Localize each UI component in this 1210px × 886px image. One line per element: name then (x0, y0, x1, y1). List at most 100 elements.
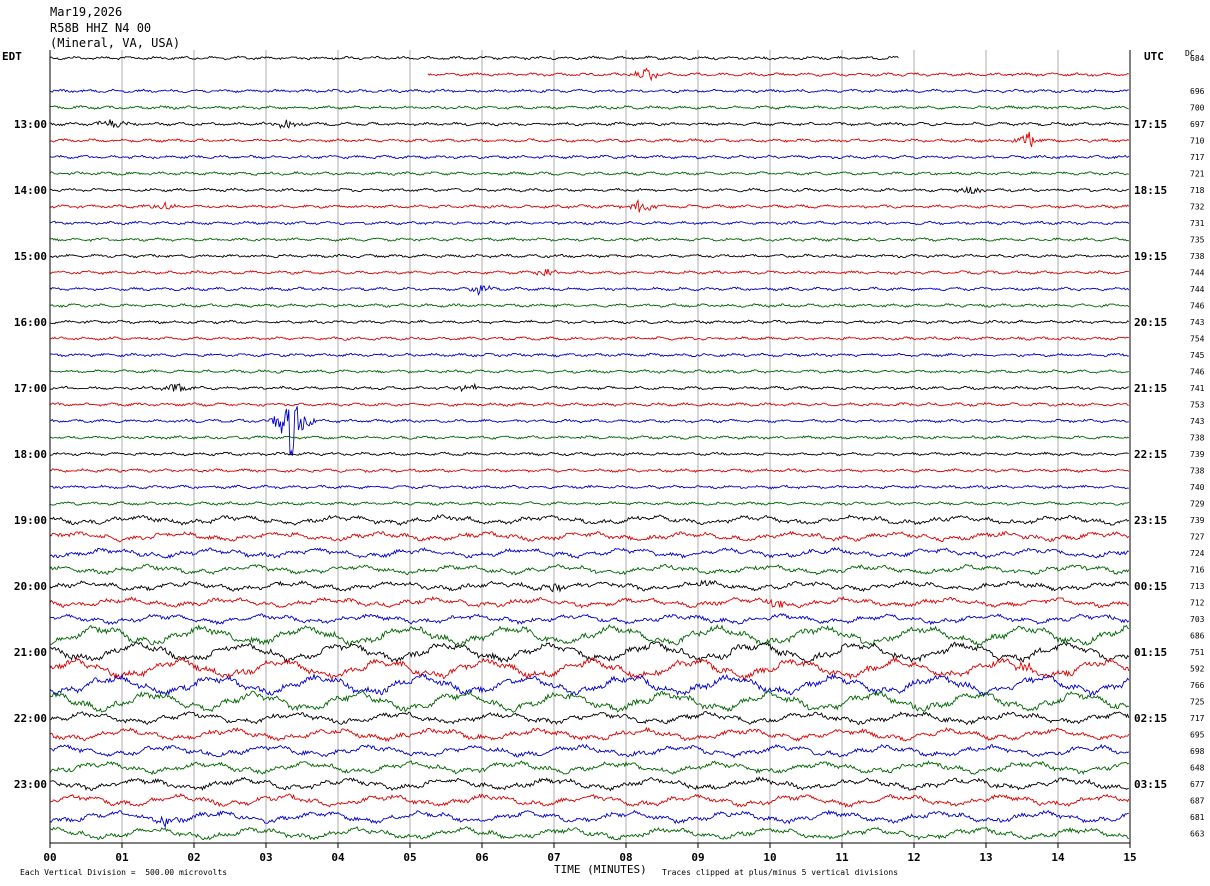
left-timezone: EDT (2, 50, 22, 63)
dc-value-26: 738 (1190, 467, 1205, 476)
trace-36 (49, 623, 1130, 647)
x-tick-02: 02 (187, 851, 200, 864)
trace-24 (49, 435, 1130, 441)
dc-value-44: 648 (1190, 764, 1205, 773)
dc-value-42: 695 (1190, 731, 1205, 740)
scale-note: Each Vertical Division = 500.00 microvol… (20, 868, 228, 877)
trace-23 (49, 406, 1129, 456)
dc-value-11: 731 (1190, 219, 1205, 228)
right-hour-23:15: 23:15 (1134, 514, 1167, 527)
dc-value-24: 738 (1190, 434, 1205, 443)
right-hour-17:15: 17:15 (1134, 118, 1167, 131)
header-location: (Mineral, VA, USA) (50, 36, 181, 50)
left-hour-14:00: 14:00 (14, 184, 47, 197)
x-tick-10: 10 (763, 851, 776, 864)
trace-41 (49, 711, 1130, 726)
left-hour-13:00: 13:00 (14, 118, 47, 131)
dc-value-37: 751 (1190, 648, 1205, 657)
dc-value-30: 727 (1190, 533, 1205, 542)
left-hour-22:00: 22:00 (14, 712, 47, 725)
x-tick-11: 11 (835, 851, 849, 864)
dc-value-7: 717 (1190, 153, 1205, 162)
dc-value-46: 687 (1190, 797, 1205, 806)
right-hour-19:15: 19:15 (1134, 250, 1167, 263)
x-tick-09: 09 (691, 851, 704, 864)
trace-3 (49, 88, 1129, 94)
right-hour-20:15: 20:15 (1134, 316, 1167, 329)
dc-value-41: 717 (1190, 714, 1205, 723)
dc-value-8: 721 (1190, 170, 1205, 179)
trace-13 (49, 253, 1130, 259)
dc-value-3: 696 (1190, 87, 1205, 96)
trace-1 (49, 55, 899, 61)
trace-26 (49, 468, 1130, 473)
dc-value-19: 745 (1190, 351, 1205, 360)
right-timezone: UTC (1144, 50, 1164, 63)
trace-35 (49, 613, 1130, 626)
dc-value-22: 753 (1190, 401, 1205, 410)
x-tick-13: 13 (979, 851, 992, 864)
dc-value-20: 746 (1190, 368, 1205, 377)
dc-value-25: 739 (1190, 450, 1205, 459)
trace-28 (49, 501, 1130, 506)
left-hour-19:00: 19:00 (14, 514, 47, 527)
left-hour-21:00: 21:00 (14, 646, 47, 659)
trace-48 (49, 826, 1130, 841)
right-hour-03:15: 03:15 (1134, 778, 1167, 791)
trace-12 (49, 236, 1129, 243)
x-tick-07: 07 (547, 851, 560, 864)
trace-33 (49, 579, 1130, 593)
left-hour-18:00: 18:00 (14, 448, 47, 461)
trace-42 (49, 726, 1130, 743)
x-tick-01: 01 (115, 851, 129, 864)
dc-value-39: 766 (1190, 681, 1205, 690)
trace-43 (50, 743, 1130, 759)
trace-34 (49, 596, 1130, 609)
axis-labels: 00 01 02 03 04 05 06 07 08 09 10 11 12 13 14 15 13:00 14:… (14, 54, 1205, 864)
dc-value-17: 743 (1190, 318, 1205, 327)
trace-8 (49, 171, 1130, 176)
trace-22 (49, 401, 1129, 407)
trace-40 (49, 690, 1130, 713)
trace-18 (50, 336, 1129, 341)
x-tick-04: 04 (331, 851, 345, 864)
trace-30 (49, 530, 1130, 543)
trace-39 (49, 672, 1130, 697)
trace-19 (49, 352, 1129, 358)
clip-note: Traces clipped at plus/minus 5 vertical … (662, 868, 899, 877)
right-hour-21:15: 21:15 (1134, 382, 1167, 395)
dc-value-34: 712 (1190, 599, 1205, 608)
left-hour-15:00: 15:00 (14, 250, 47, 263)
dc-value-31: 724 (1190, 549, 1205, 558)
trace-46 (49, 793, 1130, 808)
dc-value-1: 684 (1190, 54, 1205, 63)
right-hour-22:15: 22:15 (1134, 448, 1167, 461)
x-tick-00: 00 (43, 851, 56, 864)
dc-value-29: 739 (1190, 516, 1205, 525)
x-tick-05: 05 (403, 851, 416, 864)
left-hour-16:00: 16:00 (14, 316, 47, 329)
dc-value-33: 713 (1190, 582, 1205, 591)
header-station: R58B HHZ N4 00 (50, 21, 152, 35)
dc-value-32: 716 (1190, 566, 1205, 575)
trace-15 (49, 284, 1130, 297)
dc-header: DC (1185, 49, 1195, 58)
plot-frame (49, 50, 1131, 844)
dc-value-43: 698 (1190, 747, 1205, 756)
trace-45 (50, 776, 1129, 792)
trace-10 (49, 198, 1130, 213)
left-hour-23:00: 23:00 (14, 778, 47, 791)
dc-value-14: 744 (1190, 269, 1205, 278)
trace-7 (49, 154, 1130, 160)
dc-value-18: 754 (1190, 335, 1205, 344)
x-axis-title: TIME (MINUTES) (554, 863, 647, 876)
dc-value-16: 746 (1190, 302, 1205, 311)
x-tick-15: 15 (1123, 851, 1136, 864)
trace-4 (49, 105, 1129, 110)
dc-value-40: 725 (1190, 698, 1205, 707)
dc-value-4: 700 (1190, 104, 1205, 113)
trace-5 (49, 119, 1129, 130)
right-hour-02:15: 02:15 (1134, 712, 1167, 725)
trace-16 (49, 303, 1130, 309)
